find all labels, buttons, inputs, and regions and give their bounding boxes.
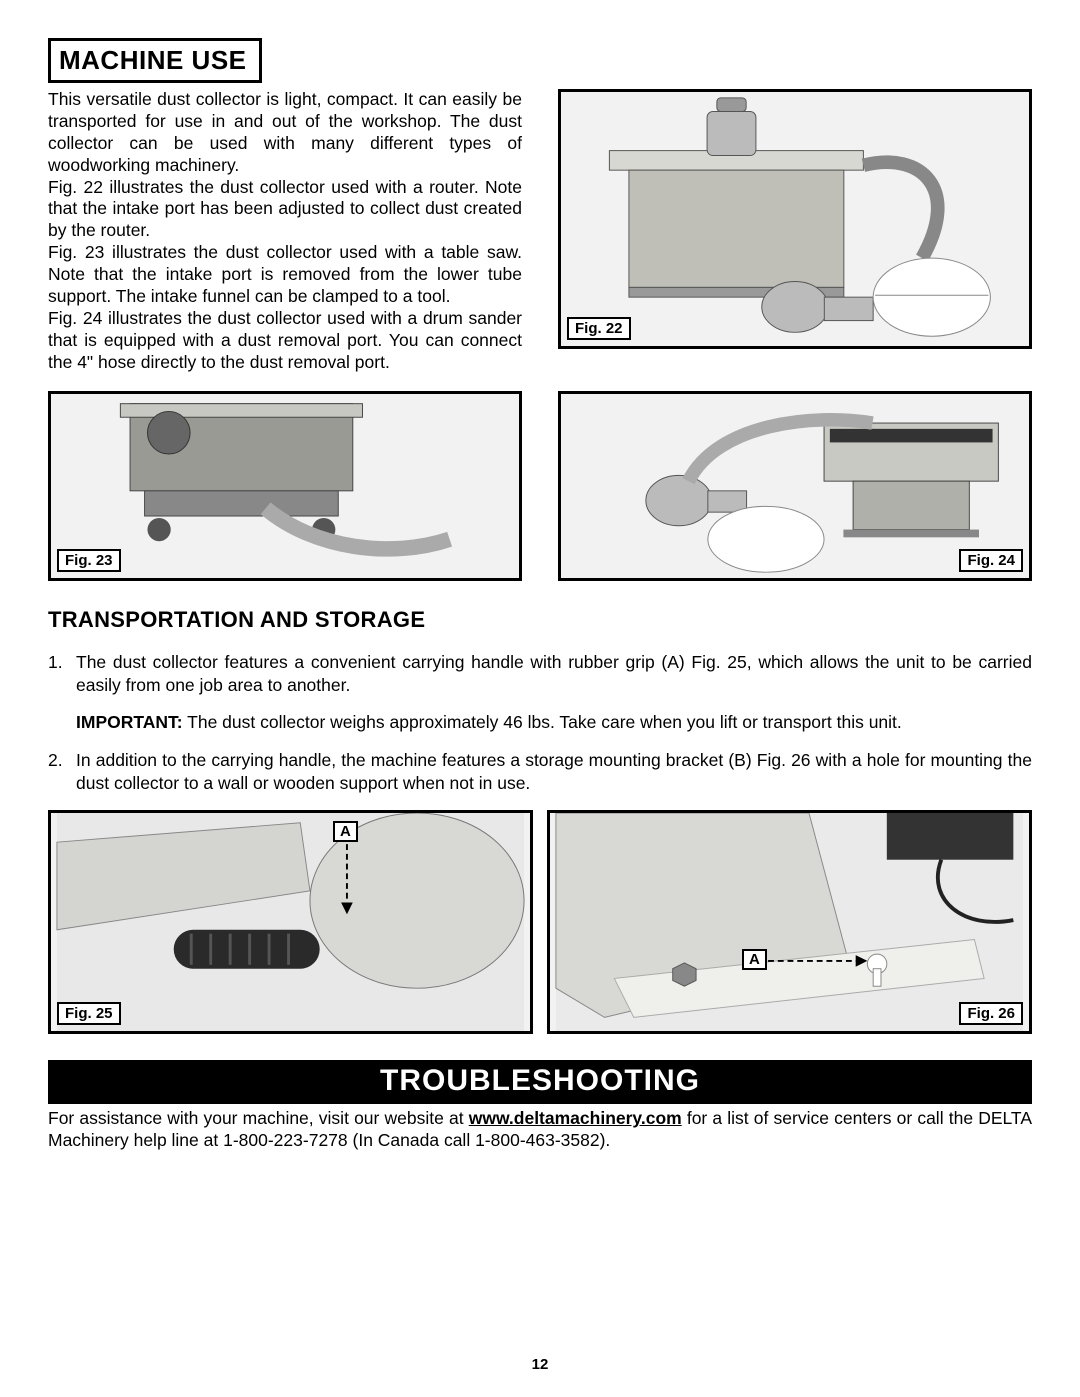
figure-25-illustration [51, 813, 530, 1031]
transport-list: 1. The dust collector features a conveni… [48, 651, 1032, 696]
figure-24-caption: Fig. 24 [959, 549, 1023, 572]
figure-row-25-26: A Fig. 25 A Fig. 26 [48, 810, 1032, 1034]
list-num-2: 2. [48, 749, 76, 794]
figure-25-caption: Fig. 25 [57, 1002, 121, 1025]
important-label: IMPORTANT: [76, 712, 183, 732]
page-number: 12 [0, 1356, 1080, 1373]
para-fig23: Fig. 23 illustrates the dust collector u… [48, 242, 522, 308]
para-intro: This versatile dust collector is light, … [48, 89, 522, 177]
figure-26-caption: Fig. 26 [959, 1002, 1023, 1025]
figure-24: Fig. 24 [558, 391, 1032, 581]
figure-22-caption: Fig. 22 [567, 317, 631, 340]
list-num-1: 1. [48, 651, 76, 696]
transport-list-2: 2. In addition to the carrying handle, t… [48, 749, 1032, 794]
fig22-col: Fig. 22 [558, 89, 1032, 373]
troubleshooting-link[interactable]: www.deltamachinery.com [469, 1108, 682, 1128]
transport-item-1: 1. The dust collector features a conveni… [48, 651, 1032, 696]
section-machine-use: This versatile dust collector is light, … [48, 89, 1032, 373]
figure-23: Fig. 23 [48, 391, 522, 581]
figure-23-caption: Fig. 23 [57, 549, 121, 572]
figure-26-callout-A: A [742, 949, 767, 970]
banner-troubleshooting: TROUBLESHOOTING [48, 1060, 1032, 1104]
list-text-1: The dust collector features a convenient… [76, 651, 1032, 696]
heading-machine-use-box: MACHINE USE [48, 38, 262, 83]
troubleshooting-text: For assistance with your machine, visit … [48, 1108, 1032, 1152]
figure-row-23-24: Fig. 23 Fig. 24 [48, 391, 1032, 581]
machine-use-text-col: This versatile dust collector is light, … [48, 89, 522, 373]
figure-26: A Fig. 26 [547, 810, 1032, 1034]
figure-25-callout-A: A [333, 821, 358, 842]
important-text: The dust collector weighs approximately … [183, 712, 902, 732]
figure-25: A Fig. 25 [48, 810, 533, 1034]
figure-22: Fig. 22 [558, 89, 1032, 349]
heading-machine-use: MACHINE USE [59, 45, 247, 76]
list-text-2: In addition to the carrying handle, the … [76, 749, 1032, 794]
troubleshooting-pre: For assistance with your machine, visit … [48, 1108, 469, 1128]
heading-transport: TRANSPORTATION AND STORAGE [48, 607, 1032, 633]
transport-item-2: 2. In addition to the carrying handle, t… [48, 749, 1032, 794]
figure-23-illustration [51, 394, 519, 578]
para-fig24: Fig. 24 illustrates the dust collector u… [48, 308, 522, 374]
para-fig22: Fig. 22 illustrates the dust collector u… [48, 177, 522, 243]
figure-22-illustration [561, 92, 1029, 346]
figure-26-illustration [550, 813, 1029, 1031]
important-note: IMPORTANT: The dust collector weighs app… [76, 712, 1032, 733]
